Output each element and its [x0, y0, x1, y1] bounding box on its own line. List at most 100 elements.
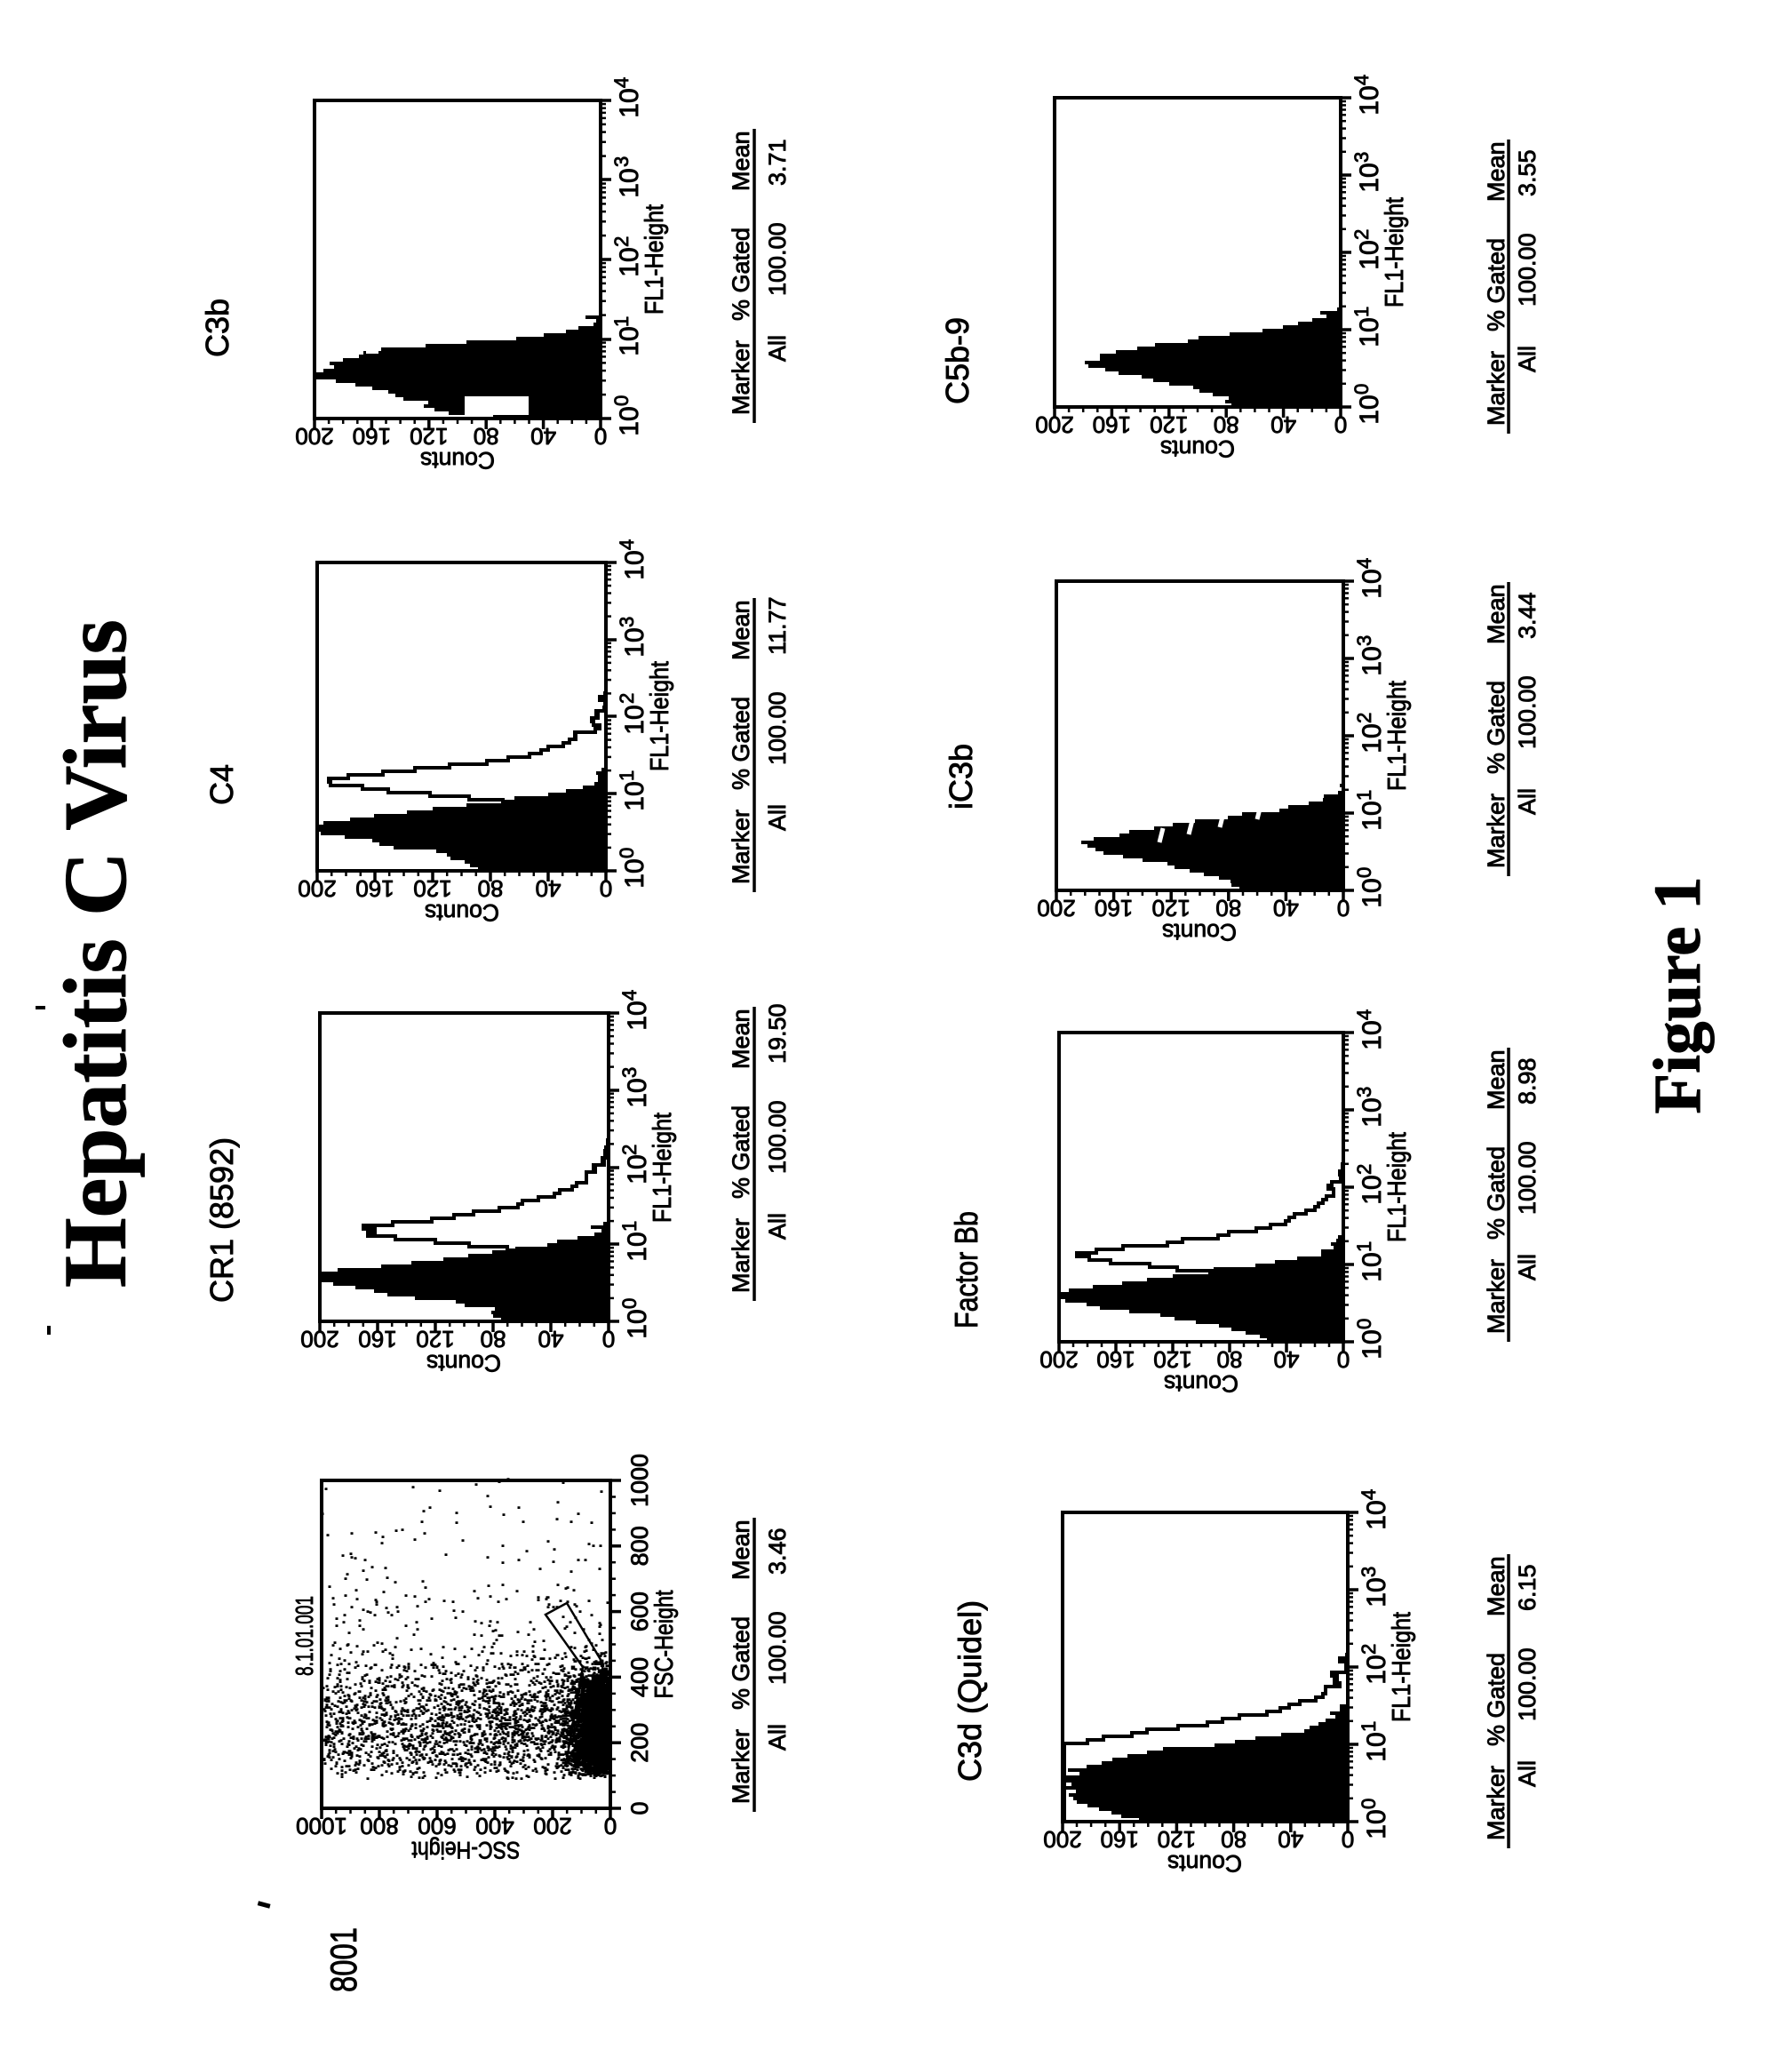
svg-text:C3d (Quidel): C3d (Quidel)	[952, 1600, 988, 1782]
svg-text:160: 160	[1095, 895, 1133, 921]
svg-text:0: 0	[1353, 1319, 1375, 1329]
svg-text:10: 10	[615, 406, 644, 435]
svg-text:120: 120	[410, 423, 448, 450]
svg-text:40: 40	[1274, 1346, 1300, 1373]
svg-text:FL1-Height: FL1-Height	[649, 1113, 677, 1223]
svg-text:8001: 8001	[323, 1927, 364, 1992]
svg-text:0: 0	[600, 875, 612, 902]
svg-text:Hepatitis C Virus: Hepatitis C Virus	[45, 619, 145, 1288]
svg-text:Counts: Counts	[1164, 1370, 1238, 1397]
svg-text:80: 80	[478, 875, 504, 902]
svg-text:% Gated: % Gated	[728, 1616, 754, 1710]
svg-text:8.98: 8.98	[1514, 1057, 1541, 1105]
svg-text:iC3b: iC3b	[943, 744, 979, 810]
svg-text:10: 10	[623, 1232, 652, 1261]
svg-text:10: 10	[1358, 1175, 1387, 1204]
svg-text:10: 10	[623, 1078, 652, 1107]
svg-text:11.77: 11.77	[764, 596, 791, 655]
svg-text:1: 1	[1353, 1241, 1375, 1252]
svg-text:All: All	[1514, 788, 1541, 815]
svg-text:160: 160	[353, 423, 391, 450]
svg-text:10: 10	[1358, 1020, 1387, 1049]
svg-text:80: 80	[1221, 1826, 1246, 1853]
svg-text:10: 10	[615, 88, 644, 117]
svg-text:200: 200	[1043, 1826, 1081, 1853]
svg-text:160: 160	[355, 875, 394, 902]
svg-text:200: 200	[300, 1326, 338, 1352]
svg-text:Mean: Mean	[1483, 1556, 1509, 1616]
svg-text:Marker: Marker	[728, 810, 754, 884]
svg-text:3.44: 3.44	[1514, 592, 1541, 639]
svg-text:10: 10	[1358, 723, 1387, 753]
svg-text:160: 160	[1093, 411, 1131, 438]
svg-text:200: 200	[626, 1723, 653, 1763]
svg-text:3: 3	[616, 617, 638, 627]
svg-text:% Gated: % Gated	[1483, 238, 1509, 331]
svg-text:120: 120	[413, 875, 451, 902]
svg-text:10: 10	[1358, 1329, 1387, 1359]
svg-text:120: 120	[1150, 411, 1188, 438]
svg-text:0: 0	[1337, 1346, 1350, 1373]
svg-text:All: All	[764, 804, 791, 831]
svg-text:2: 2	[610, 236, 633, 247]
svg-text:% Gated: % Gated	[728, 1105, 754, 1199]
svg-text:0: 0	[594, 423, 607, 450]
svg-text:10: 10	[1358, 801, 1387, 830]
svg-text:6.15: 6.15	[1514, 1564, 1541, 1611]
svg-text:10: 10	[620, 705, 649, 734]
svg-text:3.55: 3.55	[1514, 149, 1541, 196]
svg-text:10: 10	[1355, 395, 1384, 424]
svg-text:3: 3	[610, 156, 633, 167]
svg-text:C4: C4	[203, 764, 240, 805]
svg-text:200: 200	[1035, 411, 1073, 438]
svg-text:120: 120	[1158, 1826, 1196, 1853]
svg-text:200: 200	[533, 1813, 571, 1839]
svg-text:3: 3	[1358, 1567, 1380, 1577]
svg-text:4: 4	[1353, 558, 1375, 569]
svg-text:600: 600	[418, 1813, 456, 1839]
svg-text:800: 800	[626, 1526, 653, 1566]
svg-text:0: 0	[602, 1326, 615, 1352]
svg-text:0: 0	[1342, 1826, 1354, 1853]
svg-text:Marker: Marker	[1483, 1766, 1509, 1840]
svg-text:Counts: Counts	[1162, 919, 1237, 945]
svg-text:All: All	[764, 335, 791, 362]
svg-text:200: 200	[1039, 1346, 1078, 1373]
svg-text:10: 10	[1355, 317, 1384, 347]
svg-text:0: 0	[626, 1801, 653, 1815]
svg-text:8.1.01.001: 8.1.01.001	[291, 1596, 318, 1676]
svg-text:400: 400	[475, 1813, 514, 1839]
svg-text:200: 200	[1037, 895, 1075, 921]
svg-text:100.00: 100.00	[1514, 1647, 1541, 1721]
svg-text:10: 10	[1362, 1500, 1391, 1529]
svg-text:600: 600	[626, 1591, 653, 1631]
svg-text:Mean: Mean	[1483, 1049, 1509, 1110]
svg-text:100.00: 100.00	[1514, 1141, 1541, 1215]
svg-text:10: 10	[1362, 1809, 1391, 1839]
svg-text:Mean: Mean	[1483, 141, 1509, 202]
svg-text:All: All	[1514, 346, 1541, 372]
svg-text:120: 120	[1152, 895, 1191, 921]
svg-text:0: 0	[1334, 411, 1347, 438]
svg-text:Counts: Counts	[425, 899, 499, 926]
svg-text:80: 80	[1214, 411, 1239, 438]
svg-text:800: 800	[360, 1813, 398, 1839]
svg-text:2: 2	[1353, 1164, 1375, 1175]
svg-text:160: 160	[358, 1326, 396, 1352]
svg-text:40: 40	[1270, 411, 1296, 438]
svg-text:2: 2	[616, 693, 638, 704]
svg-text:Mean: Mean	[728, 1009, 754, 1069]
svg-text:10: 10	[1358, 1252, 1387, 1281]
svg-text:100.00: 100.00	[1514, 233, 1541, 307]
svg-text:400: 400	[626, 1657, 653, 1697]
svg-text:4: 4	[1358, 1489, 1380, 1500]
svg-text:FL1-Height: FL1-Height	[1383, 681, 1412, 791]
svg-text:19.50: 19.50	[764, 1003, 791, 1064]
svg-text:40: 40	[530, 423, 556, 450]
svg-text:10: 10	[620, 858, 649, 888]
svg-text:Counts: Counts	[426, 1350, 501, 1376]
svg-text:% Gated: % Gated	[1483, 1146, 1509, 1240]
svg-text:0: 0	[1337, 895, 1350, 921]
svg-text:Mean: Mean	[728, 131, 754, 191]
svg-text:2: 2	[1358, 1644, 1380, 1655]
